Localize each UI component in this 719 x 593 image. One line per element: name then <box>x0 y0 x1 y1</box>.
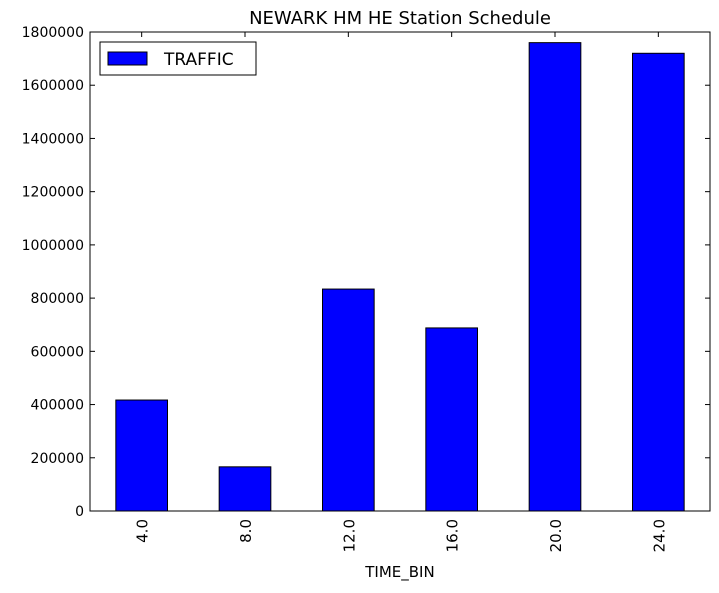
bar-24.0 <box>632 52 685 512</box>
y-axis: 0 200000 400000 600000 800000 1000000 1200000 1… <box>22 25 710 520</box>
y-tick-label: 800000 <box>31 291 84 307</box>
bar-20.0 <box>528 42 582 512</box>
x-axis: 4.0 8.0 12.0 16.0 20.0 24.0 <box>134 32 668 552</box>
bar-12.0 <box>322 288 375 512</box>
chart-title: NEWARK HM HE Station Schedule <box>249 8 551 29</box>
y-tick-label: 1000000 <box>22 238 84 254</box>
x-tick-label: 12.0 <box>340 519 358 552</box>
legend-swatch <box>107 51 148 66</box>
x-tick-label: 20.0 <box>547 519 565 552</box>
y-tick-label: 1600000 <box>22 78 84 94</box>
y-tick-label: 0 <box>75 504 84 520</box>
legend: TRAFFIC <box>99 41 257 76</box>
y-tick-label: 1400000 <box>22 131 84 147</box>
x-tick-label: 24.0 <box>650 519 668 552</box>
legend-label: TRAFFIC <box>163 50 234 70</box>
x-axis-label: TIME_BIN <box>364 563 434 582</box>
y-tick-label: 400000 <box>31 398 84 414</box>
y-tick-label: 200000 <box>31 451 84 467</box>
bars <box>115 42 685 512</box>
bar-8.0 <box>218 466 272 512</box>
plot-frame <box>89 31 711 512</box>
x-tick-label: 8.0 <box>237 519 255 543</box>
bar-16.0 <box>425 327 479 512</box>
bar-4.0 <box>115 399 169 512</box>
x-tick-label: 16.0 <box>444 519 462 552</box>
y-tick-label: 1800000 <box>22 25 84 41</box>
x-tick-label: 4.0 <box>134 519 152 543</box>
y-tick-label: 600000 <box>31 344 84 360</box>
y-tick-label: 1200000 <box>22 185 84 201</box>
